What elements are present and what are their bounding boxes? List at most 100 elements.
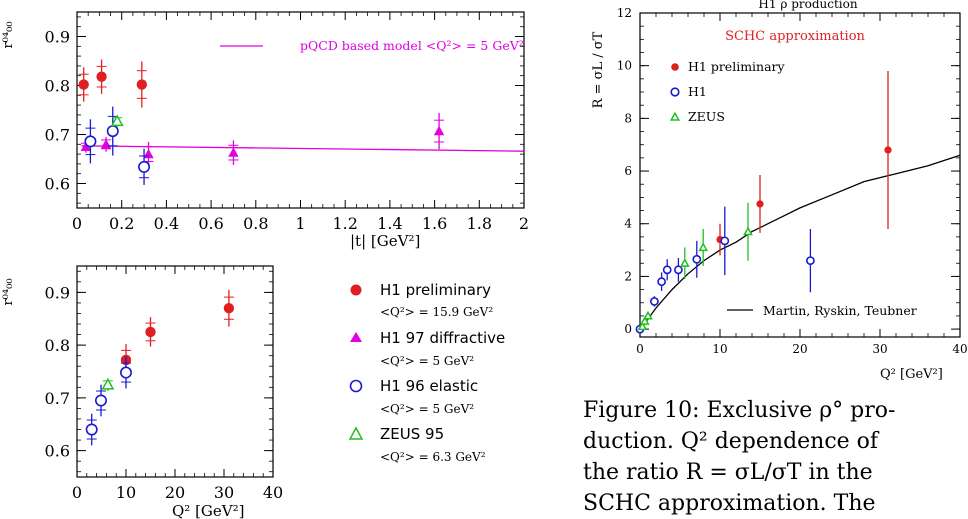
data-point (138, 160, 151, 173)
y-tick-label: 6 (624, 164, 632, 178)
data-point (671, 63, 679, 71)
y-axis-label: r⁰⁴₀₀ (1, 278, 16, 305)
legend-label: H1 97 diffractive (380, 329, 505, 347)
x-tick-label: 1.2 (332, 214, 357, 233)
data-point (100, 139, 112, 149)
legend-left: H1 preliminary <Q²> = 15.9 GeV² H1 97 di… (348, 281, 505, 464)
x-tick-label: 0 (72, 483, 82, 502)
x-tick-label: 1.4 (377, 214, 402, 233)
y-tick-label: 0.8 (45, 336, 70, 355)
chart-r04-vs-t: 0 0.2 0.4 0.6 0.8 1 1.2 1.4 1.6 1.8 2 0.6 0.7 0.8 0.9 p… (1, 11, 529, 250)
legend-label: ZEUS 95 (380, 425, 444, 443)
annotation-schc: SCHC approximation (725, 29, 865, 44)
x-axis-label: |t| [GeV²] (350, 232, 420, 250)
data-point (110, 114, 124, 127)
x-tick-label: 10 (116, 483, 136, 502)
data-point (669, 111, 681, 121)
x-tick-label: 1.6 (422, 214, 447, 233)
model-curve (81, 145, 525, 152)
y-tick-label: 0 (624, 322, 632, 336)
legend-item-h1-preliminary: H1 preliminary <Q²> = 15.9 GeV² (350, 281, 493, 319)
y-tick-label: 0.7 (45, 389, 70, 408)
legend-item-h1-96-elastic: H1 96 elastic <Q²> = 5 GeV² (349, 377, 478, 416)
series-h1-preliminary (78, 59, 148, 108)
x-axis-label: Q² [GeV²] (172, 502, 245, 519)
caption-line: Figure 10: Exclusive ρ° pro- (583, 398, 896, 423)
y-tick-label: 12 (617, 6, 632, 20)
series-h1 (635, 206, 815, 334)
data-point (223, 303, 235, 314)
data-point (637, 321, 648, 331)
x-tick-label: 0.8 (243, 214, 268, 233)
x-tick-label: 40 (263, 483, 283, 502)
caption-line: duction. Q² dependence of (583, 429, 879, 454)
legend-sublabel: <Q²> = 15.9 GeV² (380, 305, 493, 319)
legend-label: H1 preliminary (380, 281, 491, 299)
x-tick-label: 2 (519, 214, 529, 233)
y-tick-label: 8 (624, 111, 632, 125)
y-tick-label: 10 (617, 59, 632, 73)
legend-sublabel: <Q²> = 5 GeV² (380, 354, 474, 368)
data-point (743, 226, 753, 236)
data-point (84, 135, 97, 148)
plot-frame (76, 265, 274, 478)
data-point (120, 366, 133, 379)
legend-label: H1 96 elastic (380, 377, 478, 395)
series-h1-97-diffractive (80, 112, 445, 167)
x-tick-label: 30 (214, 483, 234, 502)
series-zeus (637, 202, 753, 331)
data-point (720, 236, 730, 246)
data-point (657, 277, 666, 287)
legend-sublabel: <Q²> = 6.3 GeV² (380, 450, 486, 464)
y-tick-label: 0.8 (45, 77, 70, 96)
data-point (884, 146, 892, 154)
model-legend-label: Martin, Ryskin, Teubner (763, 303, 917, 318)
legend-right: H1 preliminary H1 ZEUS Martin, Ryskin, Teub… (669, 59, 917, 318)
y-tick-label: 0.9 (45, 28, 70, 47)
y-tick-label: 0.9 (45, 283, 70, 302)
chart-ratio-r-vs-q2: 0 10 20 30 40 0 2 4 6 8 10 12 H1 ρ production SCHC ap… (591, 0, 968, 382)
data-point (228, 147, 239, 157)
data-point (78, 79, 89, 90)
legend-item-h1-97-diffractive: H1 97 diffractive <Q²> = 5 GeV² (350, 329, 505, 368)
data-point (662, 265, 672, 275)
legend-label: H1 (688, 84, 707, 99)
series-h1-96-elastic (85, 356, 133, 446)
x-tick-label: 1.8 (467, 214, 492, 233)
data-point (101, 377, 115, 390)
y-axis-label: R = σL / σT (591, 31, 606, 108)
series-zeus-95 (110, 114, 124, 128)
series-h1-96-elastic (84, 106, 151, 185)
data-point (80, 141, 92, 151)
data-point (698, 242, 709, 252)
x-tick-label: 10 (712, 342, 727, 356)
data-point (756, 200, 764, 208)
x-tick-label: 40 (952, 342, 967, 356)
y-tick-label: 0.7 (45, 126, 70, 145)
legend-sublabel: <Q²> = 5 GeV² (380, 402, 474, 416)
x-tick-label: 0.6 (198, 214, 223, 233)
y-tick-label: 4 (624, 217, 632, 231)
x-tick-label: 0 (72, 214, 82, 233)
data-point (145, 326, 156, 338)
y-tick-label: 0.6 (45, 442, 70, 461)
legend-item-zeus-95: ZEUS 95 <Q²> = 6.3 GeV² (348, 425, 486, 464)
model-curve (641, 154, 961, 327)
x-axis-label: Q² [GeV²] (880, 367, 943, 382)
data-point (106, 125, 119, 138)
x-tick-label: 0 (636, 342, 644, 356)
series-h1-preliminary (120, 289, 235, 376)
data-point (136, 79, 148, 90)
data-point (674, 265, 683, 275)
caption-line: SCHC approximation. The (583, 491, 876, 516)
data-point (96, 71, 107, 82)
x-tick-label: 20 (165, 483, 185, 502)
x-tick-label: 30 (872, 342, 887, 356)
model-annotation: pQCD based model <Q²> = 5 GeV² (300, 38, 524, 53)
data-point (143, 148, 154, 159)
data-point (643, 310, 653, 320)
y-axis-label: r⁰⁴₀₀ (1, 21, 16, 48)
data-point (670, 87, 680, 97)
data-point (95, 394, 108, 407)
x-tick-label: 20 (792, 342, 807, 356)
